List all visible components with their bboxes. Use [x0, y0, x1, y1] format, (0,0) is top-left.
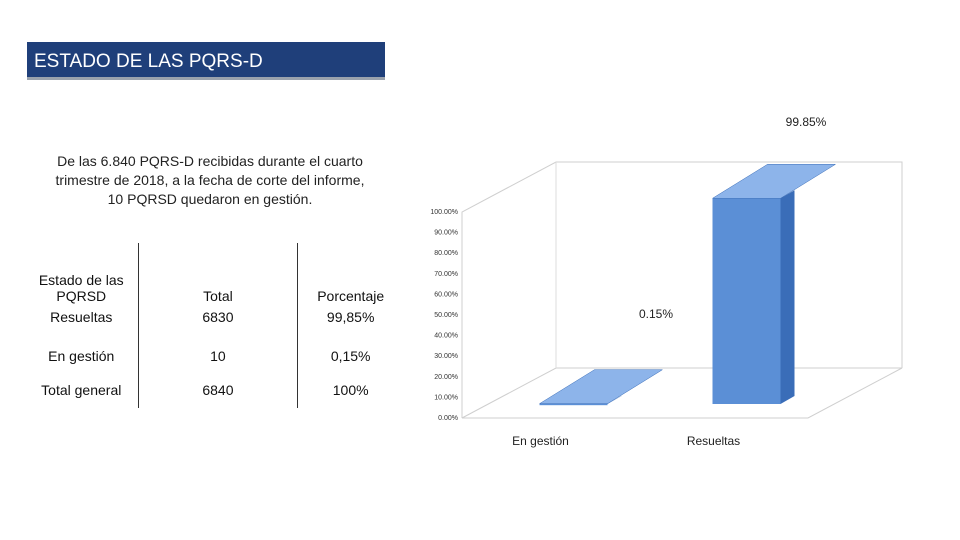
table-row: Total general 6840 100% — [25, 372, 403, 408]
table-cell-status: Total general — [41, 382, 122, 398]
intro-text: De las 6.840 PQRS-D recibidas durante el… — [30, 152, 390, 209]
x-tick-label: Resueltas — [687, 434, 740, 448]
bar — [712, 198, 781, 404]
table-row: En gestión 10 0,15% — [25, 339, 403, 372]
data-label: 99.85% — [786, 115, 827, 129]
table-header-row: Estado de las PQRSD Total Porcentaje — [25, 243, 403, 306]
table-header-percent: Porcentaje — [317, 288, 385, 304]
pqrsd-status-table: Estado de las PQRSD Total Porcentaje Res… — [25, 243, 403, 408]
table-cell-percent: 0,15% — [330, 347, 371, 364]
table-cell-total: 10 — [137, 339, 299, 372]
y-tick-label: 20.00% — [434, 374, 458, 381]
y-tick-label: 10.00% — [434, 394, 458, 401]
bar-side — [780, 190, 795, 404]
bar-top — [538, 369, 664, 404]
chart-wall — [461, 161, 903, 418]
table-cell-status: Resueltas — [50, 309, 113, 325]
table-cell-percent: 99,85% — [326, 309, 375, 325]
x-tick-label: En gestión — [512, 434, 569, 448]
data-label: 0.15% — [639, 307, 673, 321]
table-cell-percent: 100% — [332, 382, 369, 398]
table-cell-total: 6830 — [137, 306, 299, 339]
intro-line-3: 10 PQRSD quedaron en gestión. — [107, 191, 313, 207]
table-row: Resueltas 6830 99,85% — [25, 306, 403, 339]
y-tick-label: 100.00% — [430, 209, 458, 216]
y-tick-label: 0.00% — [438, 415, 458, 422]
table-header-total: Total — [137, 243, 299, 306]
y-tick-label: 70.00% — [434, 271, 458, 278]
y-tick-label: 50.00% — [434, 312, 458, 319]
bar-side — [607, 395, 622, 404]
y-tick-label: 30.00% — [434, 353, 458, 360]
chart-floor — [461, 367, 903, 419]
intro-line-2: trimestre de 2018, a la fecha de corte d… — [55, 172, 365, 188]
y-tick-label: 80.00% — [434, 250, 458, 257]
y-tick-label: 60.00% — [434, 291, 458, 298]
table-header-status: Estado de las PQRSD — [38, 272, 124, 304]
table-cell-total: 6840 — [137, 372, 299, 408]
table-cell-status: En gestión — [48, 347, 115, 364]
bar — [539, 403, 608, 406]
bar-top — [711, 164, 837, 199]
title-bar: ESTADO DE LAS PQRS-D — [27, 42, 385, 80]
page-title: ESTADO DE LAS PQRS-D — [34, 51, 263, 72]
y-tick-label: 90.00% — [434, 230, 458, 237]
y-tick-label: 40.00% — [434, 333, 458, 340]
intro-line-1: De las 6.840 PQRS-D recibidas durante el… — [57, 153, 363, 169]
